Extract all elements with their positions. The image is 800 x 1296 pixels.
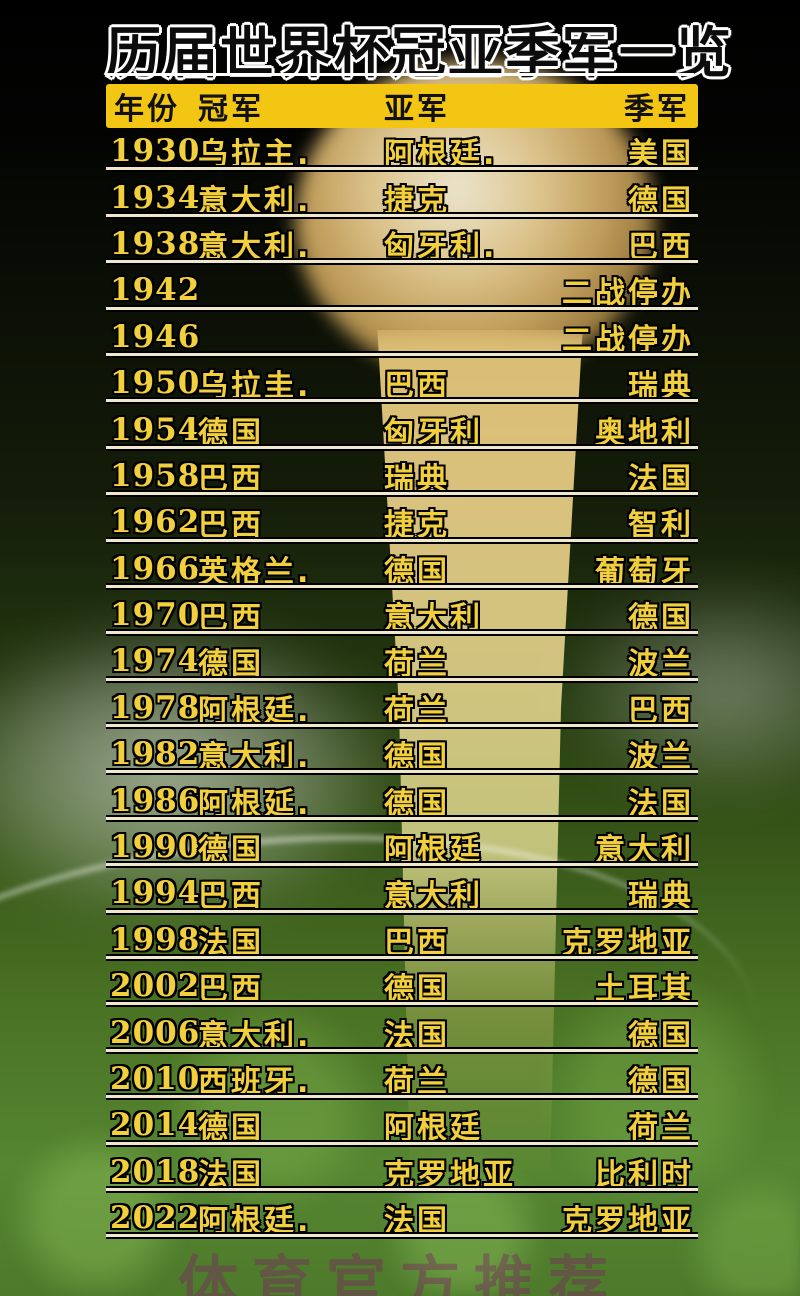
table-row: 1990 德国 阿根廷 意大利 xyxy=(106,824,698,870)
row-separator xyxy=(106,1000,698,1008)
table-row: 1994 巴西 意大利 瑞典 xyxy=(106,870,698,916)
row-separator xyxy=(106,1093,698,1101)
row-separator xyxy=(106,675,698,683)
row-separator xyxy=(106,211,698,219)
year-cell: 1938 xyxy=(110,225,201,262)
table-row: 2010 西班牙. 荷兰 德国 xyxy=(106,1056,698,1102)
header-champion: 冠军 xyxy=(198,92,264,127)
row-separator xyxy=(106,768,698,776)
year-cell: 1990 xyxy=(110,829,201,866)
table-row: 2014 德国 阿根廷 荷兰 xyxy=(106,1102,698,1148)
year-cell: 1958 xyxy=(110,457,201,494)
year-cell: 2014 xyxy=(110,1107,201,1144)
year-cell: 1978 xyxy=(110,689,201,726)
table-row: 1998 法国 巴西 克罗地亚 xyxy=(106,917,698,963)
table-row: 1958 巴西 瑞典 法国 xyxy=(106,453,698,499)
table-row: 1950 乌拉圭. 巴西 瑞典 xyxy=(106,360,698,406)
row-separator xyxy=(106,907,698,915)
title-underline xyxy=(106,73,694,76)
year-cell: 1946 xyxy=(110,318,201,355)
row-separator xyxy=(106,582,698,590)
row-separator xyxy=(106,861,698,869)
year-cell: 1962 xyxy=(110,504,201,541)
table-header: 年份 冠军 亚军 季军 xyxy=(106,84,698,128)
row-separator xyxy=(106,629,698,637)
header-third-place: 季军 xyxy=(624,92,690,127)
row-separator xyxy=(106,1046,698,1054)
year-cell: 1986 xyxy=(110,782,201,819)
table-row: 1974 德国 荷兰 波兰 xyxy=(106,638,698,684)
year-cell: 2018 xyxy=(110,1153,201,1190)
row-separator xyxy=(106,443,698,451)
row-separator xyxy=(106,304,698,312)
table-row: 1982 意大利. 德国 波兰 xyxy=(106,731,698,777)
table-row: 2022 阿根廷. 法国 克罗地亚 xyxy=(106,1195,698,1241)
page-title: 历届世界杯冠亚季军一览 xyxy=(106,21,734,85)
year-cell: 1966 xyxy=(110,550,201,587)
table-row: 1970 巴西 意大利 德国 xyxy=(106,592,698,638)
year-cell: 2022 xyxy=(110,1200,201,1237)
year-cell: 1950 xyxy=(110,365,201,402)
table-row: 1938 意大利. 匈牙利. 巴西 xyxy=(106,221,698,267)
table-row: 2018 法国 克罗地亚 比利时 xyxy=(106,1149,698,1195)
year-cell: 1998 xyxy=(110,921,201,958)
watermark-text: 体育官方推荐 xyxy=(178,1250,622,1296)
year-cell: 2006 xyxy=(110,1014,201,1051)
table-row: 1934 意大利. 捷克 德国 xyxy=(106,174,698,220)
table-row: 1978 阿根廷. 荷兰 巴西 xyxy=(106,685,698,731)
table-row: 1966 英格兰. 德国 葡萄牙 xyxy=(106,546,698,592)
row-separator xyxy=(106,536,698,544)
row-separator xyxy=(106,165,698,173)
table-row: 1962 巴西 捷克 智利 xyxy=(106,499,698,545)
year-cell: 1974 xyxy=(110,643,201,680)
table-row: 1930 乌拉主. 阿根廷. 美国 xyxy=(106,128,698,174)
header-year: 年份 xyxy=(114,92,180,127)
row-separator xyxy=(106,490,698,498)
row-separator xyxy=(106,1185,698,1193)
row-separator xyxy=(106,954,698,962)
row-separator xyxy=(106,350,698,358)
year-cell: 1982 xyxy=(110,736,201,773)
year-cell: 1994 xyxy=(110,875,201,912)
year-cell: 1934 xyxy=(110,179,201,216)
row-separator xyxy=(106,258,698,266)
row-separator xyxy=(106,814,698,822)
row-separator xyxy=(106,722,698,730)
year-cell: 1942 xyxy=(110,272,201,309)
table-rows: 1930 乌拉主. 阿根廷. 美国 1934 意大利. 捷克 德国 1938 意… xyxy=(106,128,698,1241)
year-cell: 2010 xyxy=(110,1061,201,1097)
header-runner-up: 亚军 xyxy=(384,92,450,127)
year-cell: 1954 xyxy=(110,411,201,448)
table-row: 1942 二战停办 xyxy=(106,267,698,313)
row-separator xyxy=(106,397,698,405)
year-cell: 1970 xyxy=(110,597,201,634)
table-row: 2002 巴西 德国 土耳其 xyxy=(106,963,698,1009)
table-row: 2006 意大利. 法国 德国 xyxy=(106,1009,698,1055)
row-separator xyxy=(106,1139,698,1147)
year-cell: 1930 xyxy=(110,133,201,170)
table-row: 1986 阿根延. 德国 法国 xyxy=(106,777,698,823)
year-cell: 2002 xyxy=(110,968,201,1005)
row-separator xyxy=(106,1232,698,1240)
table-row: 1946 二战停办 xyxy=(106,314,698,360)
table-row: 1954 德国 匈牙利 奥地利 xyxy=(106,406,698,452)
